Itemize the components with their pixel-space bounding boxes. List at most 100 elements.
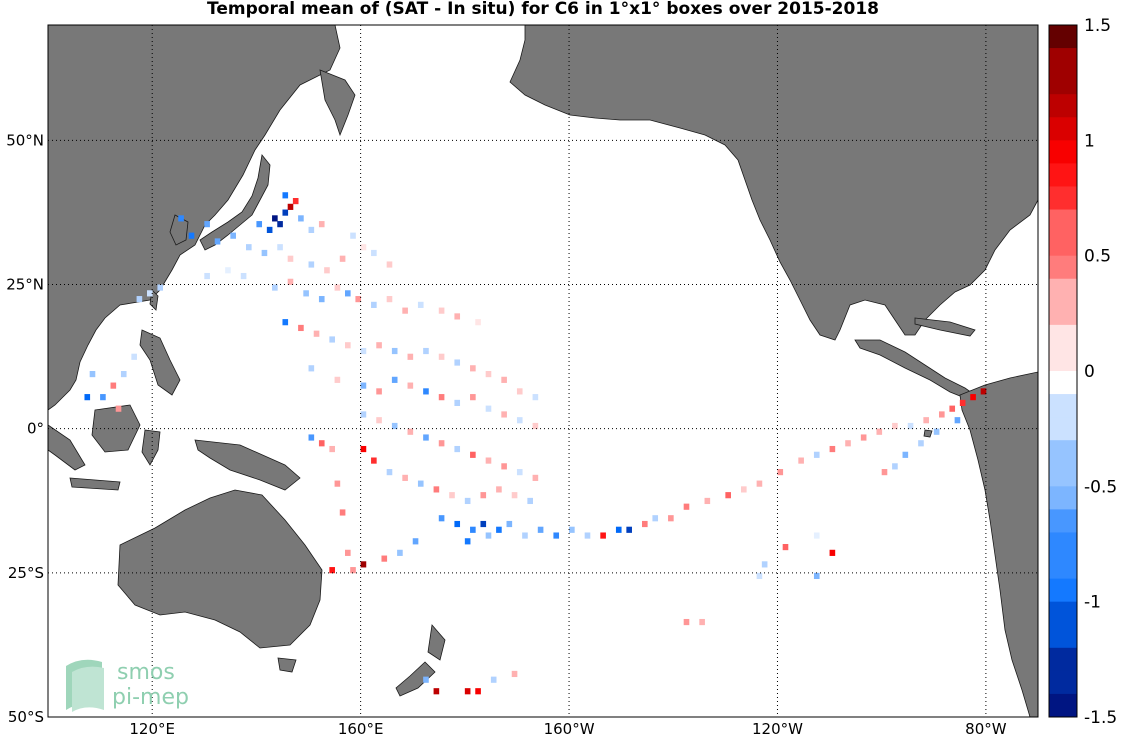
heatmap-cell — [204, 221, 210, 228]
java — [69, 477, 121, 491]
heatmap-cell — [391, 422, 398, 430]
axis-ticks: 50°N 25°N 0° 25°S 50°S 120°E 160°E 160°W 120°W 80… — [6, 131, 1007, 738]
heatmap-cell — [522, 532, 528, 539]
heatmap-cell — [532, 422, 539, 430]
colorbar-swatch — [1049, 324, 1077, 349]
logo-text-pimep: pi-mep — [112, 685, 189, 710]
heatmap-cell — [725, 492, 731, 499]
heatmap-cell — [829, 445, 836, 453]
heatmap-cell — [475, 319, 481, 326]
heatmap-cell — [860, 434, 867, 441]
heatmap-cell — [350, 232, 356, 239]
heatmap-cell — [277, 244, 283, 251]
heatmap-cell — [397, 549, 403, 556]
colorbar-tick-label: 0 — [1084, 362, 1095, 382]
heatmap-cell — [261, 249, 268, 257]
galapagos — [923, 429, 933, 438]
heatmap-cell — [386, 469, 393, 476]
tasmania — [277, 657, 297, 673]
colorbar-tick-label: -1.5 — [1084, 708, 1117, 728]
colorbar-swatch — [1049, 94, 1077, 118]
lon-tick-label: 120°W — [752, 720, 803, 738]
heatmap-cell — [360, 445, 367, 453]
heatmap-cell — [496, 526, 502, 533]
heatmap-cell — [324, 267, 330, 274]
heatmap-cell — [464, 688, 471, 695]
heatmap-cell — [668, 515, 674, 522]
new-guinea — [194, 439, 301, 491]
heatmap-cell — [110, 382, 117, 389]
heatmap-cell — [376, 417, 382, 424]
heatmap-cell — [407, 428, 414, 435]
heatmap-cell — [303, 290, 309, 297]
land-layer — [48, 25, 1038, 717]
colorbar-tick-label: -0.5 — [1084, 477, 1117, 497]
heatmap-cell — [454, 359, 461, 366]
heatmap-cell — [334, 376, 341, 383]
heatmap-cell — [704, 497, 711, 505]
asia-landmass — [48, 25, 341, 411]
heatmap-cell — [339, 509, 346, 516]
lon-tick-label: 160°E — [338, 720, 384, 738]
heatmap-cell — [360, 347, 367, 355]
heatmap-cell — [892, 463, 898, 470]
heatmap-cell — [188, 232, 195, 239]
heatmap-cell — [308, 261, 315, 268]
heatmap-cell — [407, 353, 414, 360]
colorbar-swatches — [1049, 25, 1077, 718]
colorbar-swatch — [1049, 647, 1077, 672]
heatmap-cell — [371, 249, 377, 257]
heatmap-cell — [959, 399, 966, 406]
heatmap-cell — [741, 486, 747, 493]
heatmap-cell — [454, 399, 461, 406]
heatmap-cell — [516, 469, 523, 476]
heatmap-cell — [501, 411, 507, 418]
heatmap-cell — [308, 226, 315, 233]
heatmap-cell — [829, 549, 836, 556]
heatmap-cell — [511, 492, 518, 499]
heatmap-cell — [287, 278, 294, 285]
heatmap-cell — [511, 670, 518, 678]
heatmap-cell — [318, 296, 325, 303]
lon-tick-label: 120°E — [129, 720, 175, 738]
heatmap-cell — [402, 307, 408, 314]
heatmap-cell — [225, 267, 231, 274]
colorbar-labels: 1.5 1 0.5 0 -0.5 -1 -1.5 — [1084, 16, 1117, 728]
heatmap-cell — [777, 469, 784, 476]
heatmap-cell — [423, 347, 429, 355]
colorbar-swatch — [1049, 532, 1077, 557]
heatmap-cell — [813, 451, 820, 458]
heatmap-cell — [480, 520, 487, 528]
heatmap-cell — [100, 394, 106, 401]
heatmap-cell — [454, 445, 461, 453]
heatmap-cell — [496, 486, 502, 493]
colorbar-swatch — [1049, 255, 1077, 280]
heatmap-cell — [699, 618, 705, 626]
heatmap-cell — [136, 296, 143, 303]
heatmap-cell — [464, 538, 471, 545]
heatmap-cell — [923, 417, 929, 424]
heatmap-cell — [329, 336, 335, 343]
colorbar-tick-label: -1 — [1084, 593, 1101, 613]
heatmap-cell — [470, 365, 476, 372]
heatmap-cell — [308, 434, 315, 441]
heatmap-cell — [532, 394, 539, 401]
lat-tick-label: 0° — [27, 420, 44, 438]
heatmap-cell — [350, 567, 356, 574]
heatmap-cell — [423, 676, 429, 683]
heatmap-cell — [980, 388, 987, 395]
heatmap-cell — [334, 284, 341, 291]
heatmap-cell — [89, 371, 96, 378]
heatmap-cell — [386, 296, 393, 303]
heatmap-cell — [881, 469, 888, 476]
colorbar-swatch — [1049, 25, 1077, 49]
heatmap-cell — [600, 532, 606, 539]
heatmap-cell — [506, 520, 513, 528]
heatmap-cell — [313, 330, 320, 337]
heatmap-cell — [490, 676, 497, 683]
heatmap-cell — [371, 457, 377, 464]
colorbar-swatch — [1049, 486, 1077, 510]
colorbar-swatch — [1049, 555, 1077, 580]
heatmap-cell — [360, 382, 367, 389]
colorbar-swatch — [1049, 347, 1077, 372]
